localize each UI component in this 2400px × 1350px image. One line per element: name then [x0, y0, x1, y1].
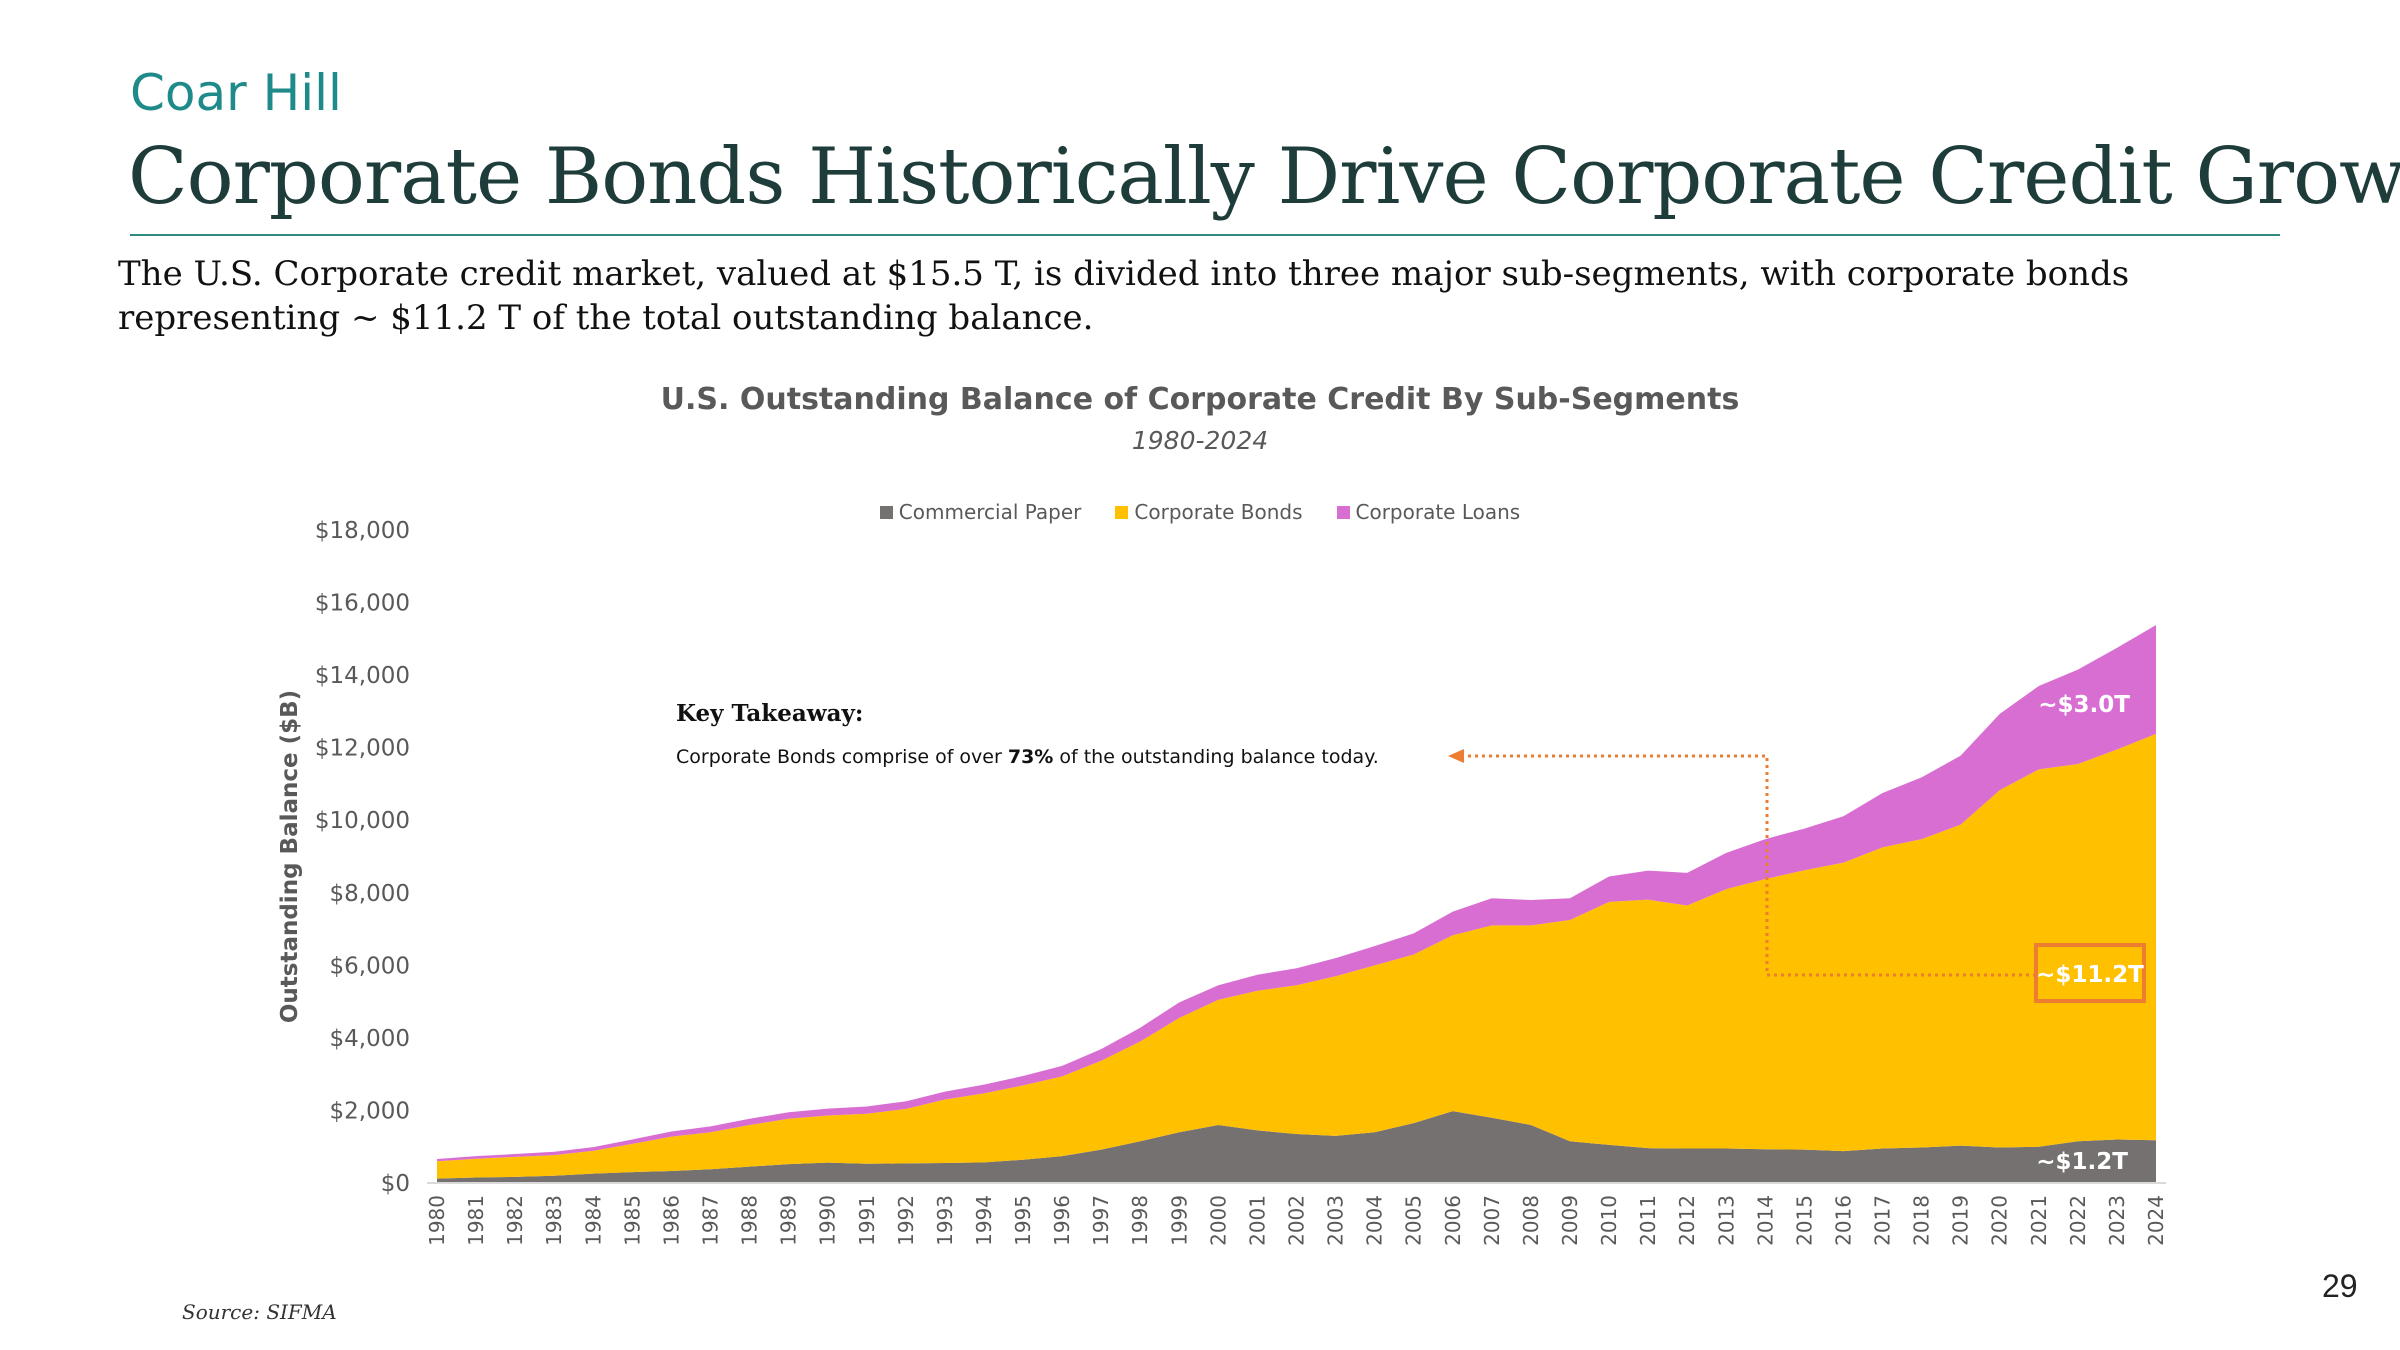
connector-dotted-line — [1462, 754, 2036, 977]
x-tick-label: 2012 — [1675, 1195, 1699, 1246]
x-tick-label: 1990 — [816, 1195, 840, 1246]
page-number: 29 — [2322, 1268, 2358, 1304]
x-tick-label: 2021 — [2027, 1195, 2051, 1246]
x-tick-label: 2020 — [1988, 1195, 2012, 1246]
x-tick-label: 2001 — [1245, 1195, 1269, 1246]
legend-swatch-corporate-bonds — [1115, 505, 1129, 519]
chart-subtitle: 1980-2024 — [1131, 426, 1269, 455]
x-tick-label: 1988 — [738, 1195, 762, 1246]
y-tick-label: $16,000 — [315, 591, 410, 617]
x-tick-label: 1997 — [1089, 1195, 1113, 1246]
x-tick-label: 2007 — [1480, 1195, 1504, 1246]
x-tick-label: 2002 — [1285, 1195, 1309, 1246]
callout-bonds-box — [2034, 943, 2146, 1003]
x-tick-label: 1985 — [620, 1195, 644, 1246]
page-title: Corporate Bonds Historically Drive Corpo… — [128, 132, 2400, 222]
y-tick-label: $2,000 — [330, 1098, 410, 1124]
x-tick-label: 1981 — [464, 1195, 488, 1246]
x-tick-label: 2023 — [2105, 1195, 2129, 1246]
title-divider — [130, 234, 2280, 236]
y-tick-label: $8,000 — [330, 881, 410, 907]
x-tick-label: 2008 — [1519, 1195, 1543, 1246]
x-tick-label: 2018 — [1910, 1195, 1934, 1246]
callout-paper-value: ~$1.2T — [2036, 1149, 2128, 1175]
y-tick-label: $0 — [381, 1171, 410, 1197]
legend-item-corporate-loans: Corporate Loans — [1336, 500, 1521, 524]
area-series-corporate-bonds — [437, 733, 2156, 1179]
key-takeaway-text: Corporate Bonds comprise of over 73% of … — [676, 746, 1379, 768]
x-tick-label: 1982 — [503, 1195, 527, 1246]
x-tick-label: 2000 — [1206, 1195, 1230, 1246]
key-takeaway-text-part: Corporate Bonds comprise of over — [676, 746, 1008, 768]
x-tick-label: 2003 — [1324, 1195, 1348, 1246]
x-tick-label: 2004 — [1363, 1195, 1387, 1246]
legend-item-corporate-bonds: Corporate Bonds — [1115, 500, 1303, 524]
x-tick-label: 2005 — [1402, 1195, 1426, 1246]
x-tick-label: 1987 — [698, 1195, 722, 1246]
x-tick-label: 2013 — [1714, 1195, 1738, 1246]
x-tick-label: 1989 — [777, 1195, 801, 1246]
x-tick-label: 2024 — [2144, 1195, 2168, 1246]
callout-loans-value: ~$3.0T — [2038, 692, 2130, 718]
x-tick-label: 2011 — [1636, 1195, 1660, 1246]
x-tick-label: 1996 — [1050, 1195, 1074, 1246]
x-tick-label: 1986 — [659, 1195, 683, 1246]
x-tick-label: 1984 — [581, 1195, 605, 1246]
x-tick-label: 1998 — [1128, 1195, 1152, 1246]
x-tick-label: 2014 — [1753, 1195, 1777, 1246]
x-tick-label: 1994 — [972, 1195, 996, 1246]
x-tick-label: 2009 — [1558, 1195, 1582, 1246]
callout-bonds-value: ~$11.2T — [2036, 962, 2144, 988]
x-tick-label: 1983 — [542, 1195, 566, 1246]
legend-label-corporate-bonds: Corporate Bonds — [1134, 500, 1303, 524]
chart-title: U.S. Outstanding Balance of Corporate Cr… — [660, 382, 1740, 417]
x-tick-label: 2010 — [1597, 1195, 1621, 1246]
x-tick-label: 2019 — [1949, 1195, 1973, 1246]
x-tick-label: 2015 — [1792, 1195, 1816, 1246]
y-tick-label: $6,000 — [330, 953, 410, 979]
legend-swatch-commercial-paper — [879, 505, 893, 519]
y-axis-title: Outstanding Balance ($B) — [277, 690, 303, 1023]
y-tick-label: $10,000 — [315, 808, 410, 834]
y-tick-label: $14,000 — [315, 663, 410, 689]
x-tick-label: 1995 — [1011, 1195, 1035, 1246]
y-tick-label: $12,000 — [315, 736, 410, 762]
x-tick-label: 1999 — [1167, 1195, 1191, 1246]
x-tick-label: 1991 — [855, 1195, 879, 1246]
connector-arrowhead — [1448, 749, 1464, 763]
x-tick-label: 1980 — [425, 1195, 449, 1246]
key-takeaway-text-part: of the outstanding balance today. — [1053, 746, 1378, 768]
area-series-commercial-paper — [437, 1111, 2156, 1183]
key-takeaway-heading: Key Takeaway: — [676, 700, 863, 727]
source-note: Source: SIFMA — [182, 1300, 337, 1324]
legend-label-commercial-paper: Commercial Paper — [898, 500, 1082, 524]
chart-legend: Commercial Paper Corporate Bonds Corpora… — [0, 500, 2400, 524]
x-tick-label: 2022 — [2066, 1195, 2090, 1246]
x-tick-label: 2017 — [1871, 1195, 1895, 1246]
x-tick-label: 2016 — [1831, 1195, 1855, 1246]
page-subtitle: The U.S. Corporate credit market, valued… — [118, 254, 2130, 338]
legend-item-commercial-paper: Commercial Paper — [879, 500, 1082, 524]
key-takeaway-highlight: 73% — [1008, 746, 1053, 768]
y-tick-label: $4,000 — [330, 1026, 410, 1052]
legend-swatch-corporate-loans — [1336, 505, 1350, 519]
x-tick-label: 1992 — [894, 1195, 918, 1246]
brand-name: Coar Hill — [130, 64, 342, 122]
x-tick-label: 1993 — [933, 1195, 957, 1246]
x-tick-label: 2006 — [1441, 1195, 1465, 1246]
y-tick-label: $18,000 — [315, 518, 410, 544]
legend-label-corporate-loans: Corporate Loans — [1355, 500, 1521, 524]
